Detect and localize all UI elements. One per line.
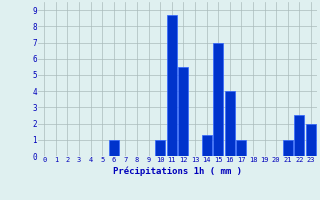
X-axis label: Précipitations 1h ( mm ): Précipitations 1h ( mm ) — [113, 166, 242, 176]
Bar — [283, 140, 293, 156]
Bar — [167, 15, 177, 156]
Bar — [306, 124, 316, 156]
Bar — [179, 67, 188, 156]
Bar — [236, 140, 246, 156]
Bar — [202, 135, 212, 156]
Bar — [109, 140, 119, 156]
Bar — [225, 91, 235, 156]
Bar — [213, 43, 223, 156]
Bar — [294, 115, 304, 156]
Bar — [155, 140, 165, 156]
